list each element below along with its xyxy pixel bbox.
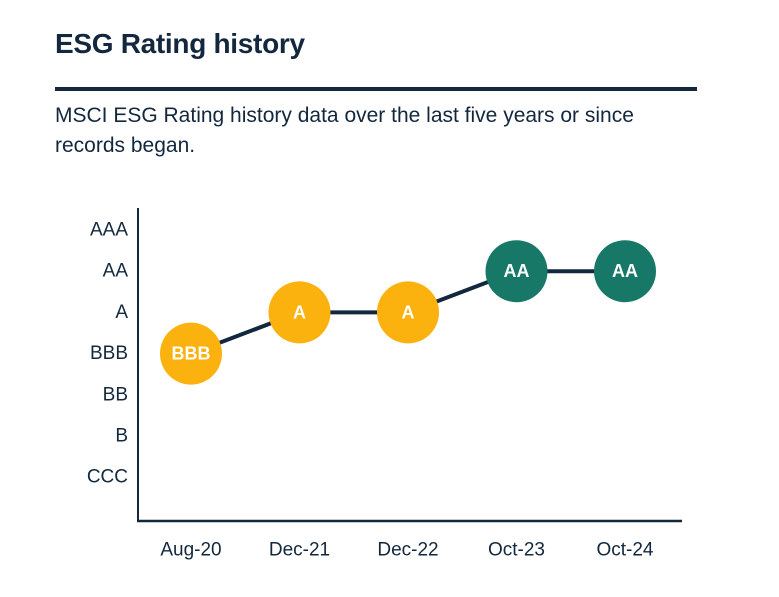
subtitle-line-1: MSCI ESG Rating history data over the la… (55, 104, 634, 127)
rating-point-label: AA (612, 261, 638, 281)
y-axis-tick-label: BBB (90, 343, 128, 364)
rating-point-circle (594, 240, 656, 303)
title-divider (55, 87, 697, 91)
y-axis-tick-label: A (115, 302, 128, 323)
x-axis-tick-label: Oct-24 (596, 540, 653, 561)
page-subtitle: MSCI ESG Rating history data over the la… (55, 101, 715, 161)
x-axis-tick-label: Oct-23 (488, 540, 545, 561)
rating-point-circle (377, 281, 439, 344)
subtitle-line-2: records began. (55, 134, 196, 157)
x-axis-tick-label: Dec-22 (377, 540, 438, 561)
y-axis-tick-label: B (115, 426, 128, 447)
rating-history-chart: AAA AA A BBB BB B CCC Aug-20 Dec-21 Dec-22 Oct-23 O… (40, 195, 740, 590)
y-axis-tick-label: AA (103, 261, 129, 282)
rating-point-label: BBB (172, 344, 211, 364)
x-axis-tick-label: Dec-21 (269, 540, 330, 561)
rating-point-label: AA (504, 261, 530, 281)
page-title: ESG Rating history (55, 28, 305, 59)
rating-point-circle (485, 240, 548, 303)
y-axis-tick-label: CCC (87, 467, 128, 488)
x-axis-tick-label: Aug-20 (160, 540, 221, 561)
rating-point-label: A (402, 302, 415, 322)
rating-point-circle (160, 322, 222, 385)
rating-point-label: A (293, 302, 306, 322)
y-axis-tick-label: AAA (90, 220, 128, 241)
y-axis-tick-label: BB (103, 384, 128, 405)
rating-point-circle (268, 281, 331, 344)
